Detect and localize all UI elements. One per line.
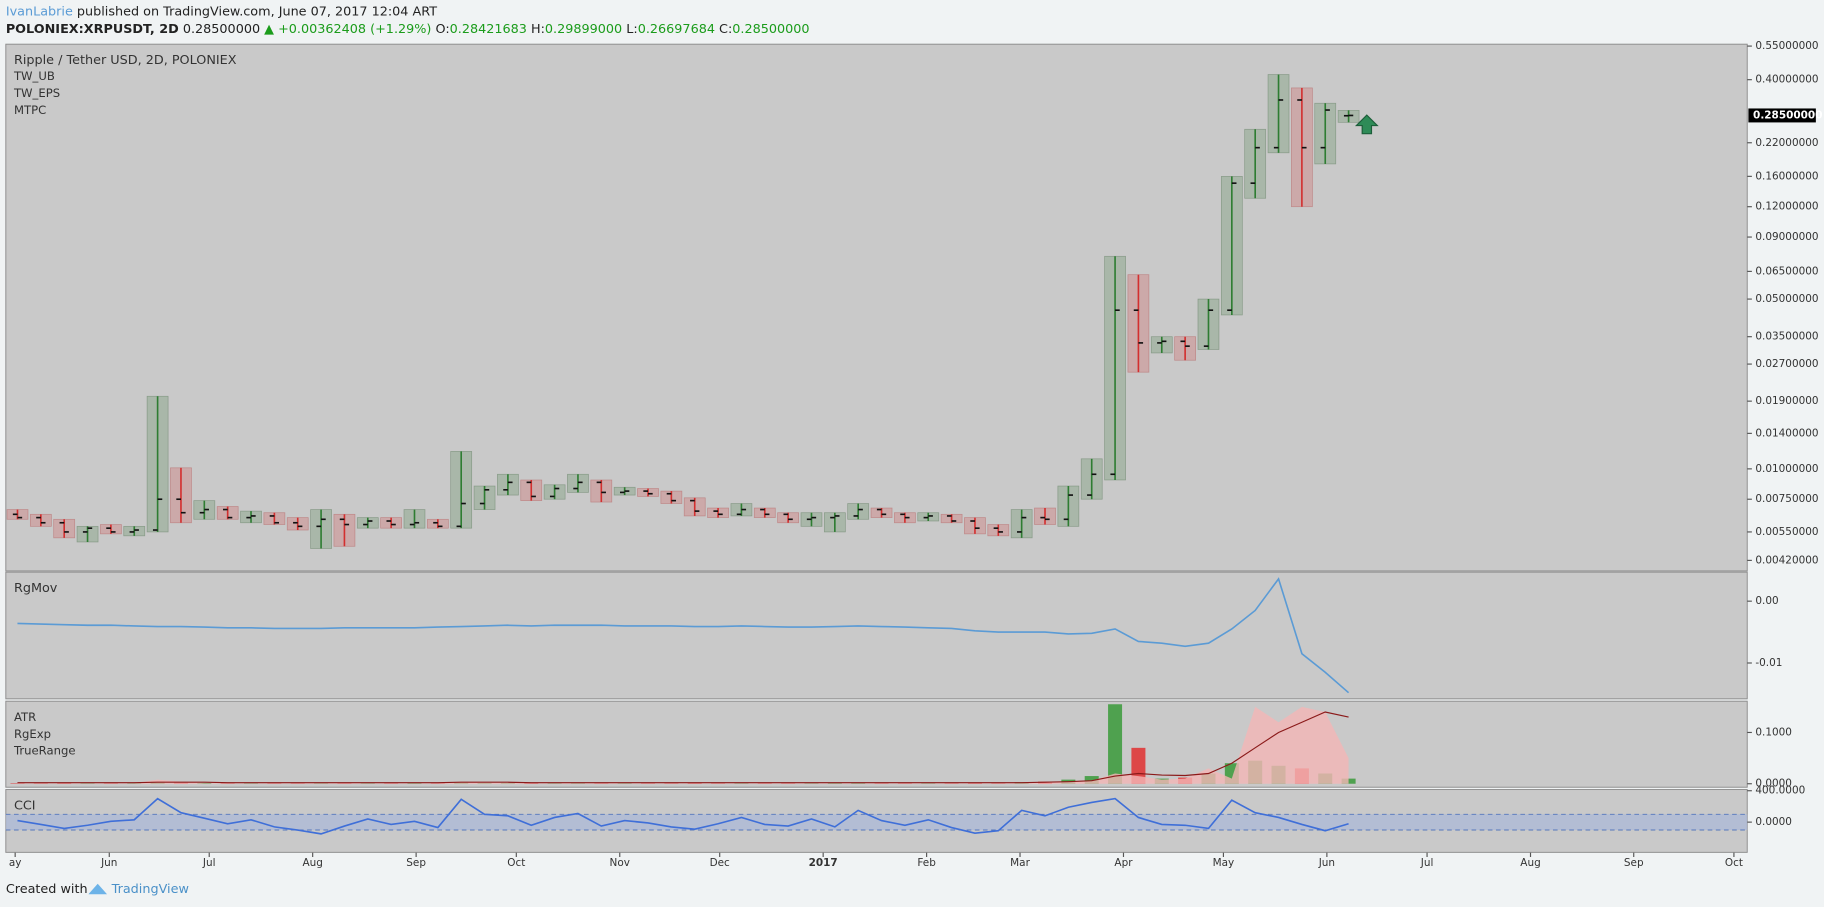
series-line xyxy=(17,797,1349,835)
author[interactable]: IvanLabrie xyxy=(6,4,73,19)
panel xyxy=(5,43,1748,572)
y-tick-label: -0.01 xyxy=(1755,657,1782,669)
x-tick-label: Jun xyxy=(1318,857,1335,869)
y-tick-label: 0.03500000 xyxy=(1755,331,1818,343)
indicator-label: ATR xyxy=(14,710,36,724)
h-label: H: xyxy=(531,22,545,37)
y-tick-label: 0.01400000 xyxy=(1755,427,1818,439)
y-tick-label: 0.09000000 xyxy=(1755,231,1818,243)
band-fill xyxy=(5,814,1748,830)
x-tick-label: Oct xyxy=(1725,857,1743,869)
c-value: 0.28500000 xyxy=(732,22,809,37)
x-tick-label: Sep xyxy=(1624,857,1644,869)
x-tick-label: 2017 xyxy=(809,857,838,869)
y-tick-label: 0.00 xyxy=(1755,595,1778,607)
x-tick-label: Aug xyxy=(1520,857,1540,869)
y-tick-label: 0.12000000 xyxy=(1755,201,1818,213)
indicator-label: TW_EPS xyxy=(13,86,60,100)
indicator-label: TrueRange xyxy=(13,744,76,758)
indicator-label: MTPC xyxy=(14,103,46,117)
bar xyxy=(1131,747,1146,784)
header-line-1: IvanLabrie published on TradingView.com,… xyxy=(6,4,437,19)
x-tick-label: Jul xyxy=(202,857,216,869)
y-tick-label: 0.40000000 xyxy=(1755,74,1818,86)
panel xyxy=(5,571,1748,700)
y-tick-label: 0.01900000 xyxy=(1755,395,1818,407)
brand-logo xyxy=(88,883,108,895)
x-tick-label: Mar xyxy=(1010,857,1030,869)
y-tick-label: 0.0000 xyxy=(1755,816,1792,828)
series-line xyxy=(17,711,1349,784)
x-tick-label: Jun xyxy=(100,857,117,869)
y-tick-label: 0.02700000 xyxy=(1755,358,1818,370)
y-tick-label: 0.00750000 xyxy=(1755,493,1818,505)
panel xyxy=(5,700,1748,788)
y-tick-label: 0.1000 xyxy=(1755,726,1792,738)
x-tick-label: Oct xyxy=(507,857,525,869)
o-value: 0.28421683 xyxy=(450,22,527,37)
panel-title: CCI xyxy=(14,798,36,813)
bar xyxy=(1084,776,1099,784)
l-value: 0.26697684 xyxy=(638,22,715,37)
x-tick-label: Feb xyxy=(917,857,936,869)
published: published on TradingView.com, June 07, 2… xyxy=(77,4,437,19)
x-tick-label: Nov xyxy=(610,857,630,869)
footer-brand[interactable]: TradingView xyxy=(111,882,189,897)
indicator-label: TW_UB xyxy=(13,69,55,83)
y-tick-label: 0.0000 xyxy=(1755,778,1792,790)
indicator-label: RgExp xyxy=(14,727,51,741)
y-tick-label: 0.06500000 xyxy=(1755,265,1818,277)
x-tick-label: Aug xyxy=(302,857,322,869)
x-tick-label: ay xyxy=(9,857,22,869)
x-tick-label: May xyxy=(1213,857,1235,869)
y-tick-label: 400.0000 xyxy=(1755,785,1805,797)
series-area xyxy=(17,706,1349,784)
y-tick-label: 0.01000000 xyxy=(1755,463,1818,475)
y-tick-label: 0.00550000 xyxy=(1755,526,1818,538)
header-line-2: POLONIEX:XRPUSDT, 2D 0.28500000 ▲ +0.003… xyxy=(6,22,810,37)
y-tick-label: 0.55000000 xyxy=(1755,40,1818,52)
panel-title: RgMov xyxy=(14,581,58,596)
last-price-box xyxy=(1748,108,1816,123)
x-tick-label: Dec xyxy=(710,857,730,869)
price: 0.28500000 xyxy=(183,22,260,37)
series-line xyxy=(17,577,1350,694)
last-price-label: 0.28500000 xyxy=(1753,109,1822,121)
y-tick-label: 0.05000000 xyxy=(1755,293,1818,305)
c-label: C: xyxy=(719,22,732,37)
l-label: L: xyxy=(626,22,637,37)
panel-title: Ripple / Tether USD, 2D, POLONIEX xyxy=(14,53,237,68)
footer-text: Created with xyxy=(6,882,88,897)
arrow-icon xyxy=(1354,114,1379,135)
y-tick-label: 0.22000000 xyxy=(1755,137,1818,149)
o-label: O: xyxy=(435,22,449,37)
h-value: 0.29899000 xyxy=(545,22,622,37)
x-tick-label: Apr xyxy=(1114,857,1133,869)
x-tick-label: Sep xyxy=(406,857,426,869)
symbol: POLONIEX:XRPUSDT, 2D xyxy=(6,22,179,37)
y-tick-label: 0.16000000 xyxy=(1755,170,1818,182)
x-tick-label: Jul xyxy=(1420,857,1434,869)
bar xyxy=(1341,778,1356,784)
change: ▲ +0.00362408 (+1.29%) xyxy=(264,22,431,37)
bar xyxy=(1108,704,1123,784)
y-tick-label: 0.00420000 xyxy=(1755,554,1818,566)
